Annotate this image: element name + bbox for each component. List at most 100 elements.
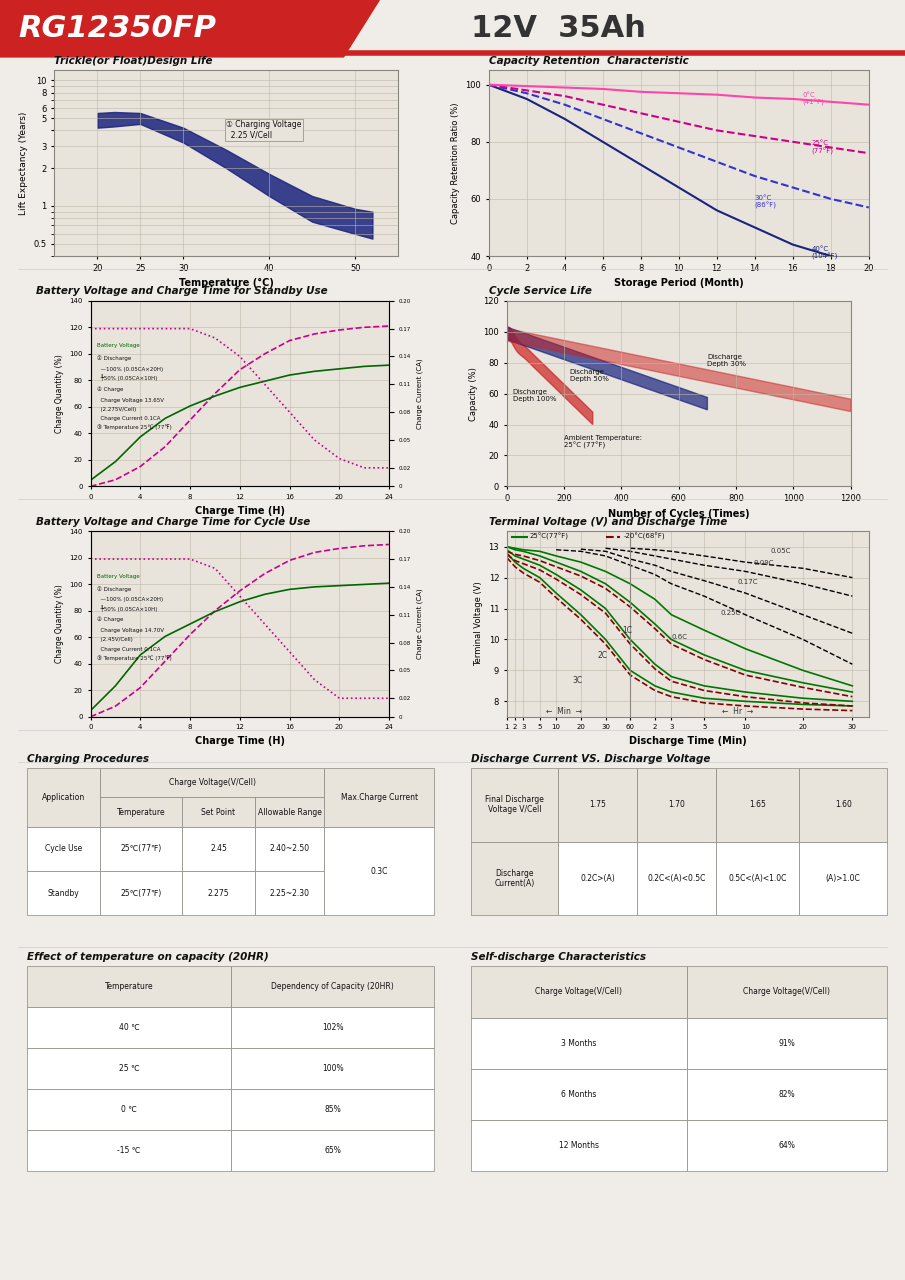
Bar — [799, 768, 887, 842]
Bar — [687, 966, 887, 1018]
Y-axis label: Terminal Voltage (V): Terminal Voltage (V) — [474, 581, 483, 667]
Text: Battery Voltage: Battery Voltage — [97, 343, 139, 348]
Bar — [716, 768, 799, 842]
Text: Dependency of Capacity (20HR): Dependency of Capacity (20HR) — [272, 982, 394, 992]
Text: 1.70: 1.70 — [668, 800, 685, 809]
Text: 0°C
(41°F): 0°C (41°F) — [802, 92, 824, 106]
X-axis label: Charge Time (H): Charge Time (H) — [195, 736, 285, 746]
Text: Discharge Current VS. Discharge Voltage: Discharge Current VS. Discharge Voltage — [471, 754, 710, 764]
Y-axis label: Charge Current (CA): Charge Current (CA) — [416, 589, 424, 659]
Text: 1.60: 1.60 — [834, 800, 852, 809]
Bar — [27, 1007, 231, 1048]
Y-axis label: Capacity (%): Capacity (%) — [469, 366, 478, 421]
Bar — [182, 797, 255, 827]
Text: 2.45: 2.45 — [210, 845, 227, 854]
Bar — [231, 1007, 434, 1048]
Text: 12V  35Ah: 12V 35Ah — [471, 14, 645, 44]
Text: 85%: 85% — [324, 1105, 341, 1115]
Bar — [799, 842, 887, 915]
Bar — [324, 827, 434, 915]
Text: Set Point: Set Point — [202, 808, 235, 817]
Text: RG12350FP: RG12350FP — [18, 14, 216, 44]
Bar — [100, 768, 325, 797]
Bar — [687, 1120, 887, 1171]
Text: Charge Current 0.1CA: Charge Current 0.1CA — [97, 416, 160, 421]
Text: Temperature: Temperature — [117, 808, 166, 817]
Bar — [255, 827, 325, 872]
Text: Charge Voltage(V/Cell): Charge Voltage(V/Cell) — [536, 987, 623, 997]
Polygon shape — [507, 328, 708, 410]
Text: 1.65: 1.65 — [749, 800, 767, 809]
Text: Battery Voltage: Battery Voltage — [97, 573, 139, 579]
Bar — [558, 842, 637, 915]
Text: 0.25C: 0.25C — [720, 609, 741, 616]
Text: 64%: 64% — [778, 1140, 795, 1151]
Text: Allowable Range: Allowable Range — [258, 808, 322, 817]
Bar — [27, 827, 100, 872]
Y-axis label: Charge Quantity (%): Charge Quantity (%) — [55, 585, 64, 663]
Text: —100% (0.05CA×20H): —100% (0.05CA×20H) — [97, 367, 163, 372]
Text: Trickle(or Float)Design Life: Trickle(or Float)Design Life — [54, 56, 213, 67]
Text: 0.05C: 0.05C — [770, 548, 790, 554]
Text: 25 ℃: 25 ℃ — [119, 1064, 139, 1074]
Text: Charge Voltage(V/Cell): Charge Voltage(V/Cell) — [744, 987, 831, 997]
Text: 0 ℃: 0 ℃ — [121, 1105, 137, 1115]
Text: Discharge
Current(A): Discharge Current(A) — [494, 869, 535, 888]
Text: 0.5C<(A)<1.0C: 0.5C<(A)<1.0C — [729, 874, 787, 883]
Bar — [637, 842, 716, 915]
Text: ② Charge: ② Charge — [97, 617, 123, 622]
Text: ① Discharge: ① Discharge — [97, 356, 131, 361]
Text: 0.09C: 0.09C — [754, 561, 774, 566]
Text: 0.2C>(A): 0.2C>(A) — [580, 874, 614, 883]
Bar — [100, 797, 182, 827]
Text: -15 ℃: -15 ℃ — [118, 1146, 140, 1156]
Text: (2.45V/Cell): (2.45V/Cell) — [97, 637, 132, 643]
Text: 3C: 3C — [573, 676, 583, 685]
Text: 3 Months: 3 Months — [561, 1038, 596, 1048]
Text: Self-discharge Characteristics: Self-discharge Characteristics — [471, 952, 645, 963]
Text: Ambient Temperature:
25°C (77°F): Ambient Temperature: 25°C (77°F) — [564, 435, 643, 449]
Bar — [182, 827, 255, 872]
Text: 65%: 65% — [324, 1146, 341, 1156]
X-axis label: Charge Time (H): Charge Time (H) — [195, 506, 285, 516]
Text: ③ Temperature 25℃ (77℉): ③ Temperature 25℃ (77℉) — [97, 425, 171, 430]
Y-axis label: Battery Voltage (V)/Per Cell: Battery Voltage (V)/Per Cell — [0, 351, 5, 436]
Text: 91%: 91% — [778, 1038, 795, 1048]
Bar — [471, 768, 558, 842]
Text: ╄50% (0.05CA×10H): ╄50% (0.05CA×10H) — [97, 604, 157, 612]
Text: Capacity Retention  Characteristic: Capacity Retention Characteristic — [489, 56, 689, 67]
Text: 1.75: 1.75 — [589, 800, 606, 809]
Text: 40°C
(104°F): 40°C (104°F) — [812, 246, 838, 260]
Text: 25℃(77℉): 25℃(77℉) — [120, 888, 162, 897]
Text: Standby: Standby — [48, 888, 80, 897]
Text: 0.3C: 0.3C — [371, 867, 388, 876]
Bar — [687, 1018, 887, 1069]
Bar — [231, 1048, 434, 1089]
Text: Application: Application — [43, 792, 85, 803]
Text: ① Charging Voltage
  2.25 V/Cell: ① Charging Voltage 2.25 V/Cell — [226, 120, 301, 140]
X-axis label: Discharge Time (Min): Discharge Time (Min) — [629, 736, 747, 746]
Text: ③ Temperature 25℃ (77℉): ③ Temperature 25℃ (77℉) — [97, 655, 171, 660]
Text: (A)>1.0C: (A)>1.0C — [826, 874, 861, 883]
Text: -20°C(68°F): -20°C(68°F) — [624, 534, 665, 540]
Text: ←  Min  →: ← Min → — [547, 707, 583, 716]
Text: Battery Voltage and Charge Time for Standby Use: Battery Voltage and Charge Time for Stan… — [36, 287, 328, 297]
Bar — [27, 1048, 231, 1089]
Text: Max.Charge Current: Max.Charge Current — [341, 792, 418, 803]
Y-axis label: Lift Expectancy (Years): Lift Expectancy (Years) — [19, 111, 28, 215]
Bar — [471, 1069, 687, 1120]
Text: 2.275: 2.275 — [208, 888, 229, 897]
Bar — [27, 966, 231, 1007]
Text: Temperature: Temperature — [105, 982, 153, 992]
Polygon shape — [507, 329, 851, 412]
Bar — [27, 1089, 231, 1130]
Text: 30°C
(86°F): 30°C (86°F) — [755, 195, 776, 209]
Bar — [558, 768, 637, 842]
Bar — [255, 872, 325, 915]
Text: 1C: 1C — [622, 626, 632, 635]
Text: —100% (0.05CA×20H): —100% (0.05CA×20H) — [97, 598, 163, 603]
Text: Final Discharge
Voltage V/Cell: Final Discharge Voltage V/Cell — [485, 795, 544, 814]
Y-axis label: Charge Quantity (%): Charge Quantity (%) — [55, 355, 64, 433]
Y-axis label: Capacity Retention Ratio (%): Capacity Retention Ratio (%) — [451, 102, 460, 224]
Text: Charge Voltage(V/Cell): Charge Voltage(V/Cell) — [169, 778, 256, 787]
